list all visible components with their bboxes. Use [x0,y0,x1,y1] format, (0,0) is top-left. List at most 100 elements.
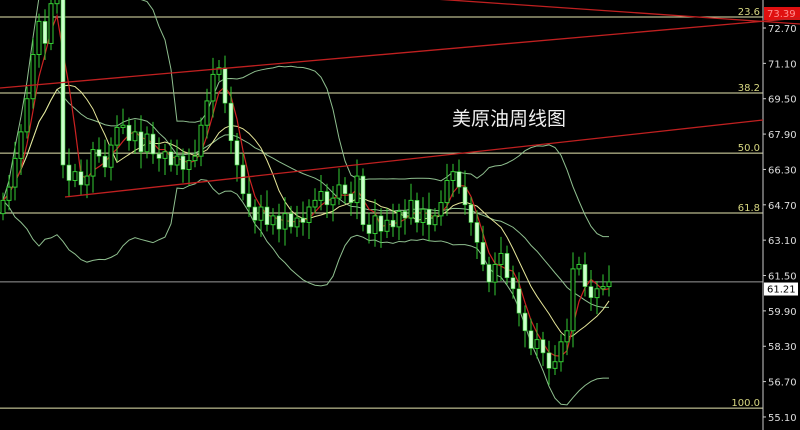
candle [252,199,258,234]
candle [12,141,18,201]
candle-body-down [138,131,144,153]
candle-body-down [180,155,186,170]
candle-body-down [390,219,396,228]
candle [540,331,546,367]
candle [318,174,324,211]
candle-body-down [78,171,84,186]
candle-body-down [96,149,102,157]
chart-title: 美原油周线图 [452,108,567,130]
candle-body-up [564,330,570,343]
candle [144,126,150,159]
candle [60,0,66,179]
candle-body-down [288,213,294,228]
candle-body-down [468,204,474,223]
candle-body-up [444,179,450,204]
candle [324,183,330,219]
candle-body-up [372,215,378,235]
candle [108,137,114,181]
candle [420,197,426,236]
candle [222,55,228,114]
candle [234,132,240,182]
candle [30,37,36,109]
moving-average-long [2,84,610,339]
candle-body-up [570,268,576,332]
candle [354,159,360,220]
candle [300,201,306,236]
candle [504,245,510,285]
candle-body-up [174,155,180,166]
candle [6,174,12,211]
candle [246,177,252,217]
candle [534,323,540,359]
candle [564,318,570,356]
candle-body-down [528,330,534,349]
candle-body-down [126,124,132,142]
candle [330,186,336,222]
candle-body-down [378,215,384,232]
candle-body-down [486,264,492,283]
candle-body-up [594,288,600,299]
candle [588,269,594,311]
candle-body-down [504,253,510,279]
trend-line-lower [64,119,764,198]
candle [600,274,606,296]
candle-body-up [6,186,12,201]
candle [54,0,60,14]
bollinger-upper-band [2,0,610,238]
y-tick-label: 58.30 [768,342,797,353]
candle-body-down [402,211,408,219]
y-tick-label: 69.50 [768,95,797,106]
candle-body-up [312,199,318,208]
candle-body-up [30,54,36,100]
candle-body-up [294,217,300,228]
candle [456,159,462,194]
fib-level-label: 50.0 [738,143,760,154]
candle-body-down [342,184,348,195]
candle-body-down [156,153,162,159]
candle-body-up [330,197,336,206]
candle [396,203,402,241]
candle [138,115,144,169]
candle-body-down [522,312,528,332]
candle-body-up [54,0,60,5]
candle [282,197,288,246]
candle [72,163,78,188]
candle [486,256,492,293]
candle [444,163,450,216]
candle-body-up [204,100,210,126]
candle-body-down [366,224,372,234]
bollinger-middle-band [2,88,610,308]
candle-body-up [492,263,498,283]
candle-body-up [24,98,30,133]
fib-level-label: 23.6 [738,7,760,18]
y-tick-label: 72.70 [768,24,797,35]
y-tick-label: 71.10 [768,59,797,70]
candle [558,334,564,372]
y-tick-label: 67.90 [768,130,797,141]
current-price-label: 61.21 [767,285,796,296]
y-tick-label: 64.70 [768,201,797,212]
candle [402,199,408,235]
candle [606,265,612,297]
candle-body-down [42,21,48,44]
candle [474,210,480,259]
candle [438,190,444,226]
candle-body-down [102,155,108,168]
candle-body-up [354,175,360,204]
candle-body-down [474,222,480,243]
candle [414,192,420,233]
candle-body-up [432,215,438,226]
candle [156,137,162,172]
candle [378,208,384,248]
candle [576,256,582,276]
current-price-tag [764,282,798,296]
candle [546,340,552,385]
candle [90,141,96,193]
candle-body-down [276,215,282,230]
candle-body-down [456,171,462,188]
candle-body-up [162,151,168,159]
candle-body-down [510,277,516,290]
candle-body-up [120,124,126,128]
candle-body-up [306,206,312,223]
